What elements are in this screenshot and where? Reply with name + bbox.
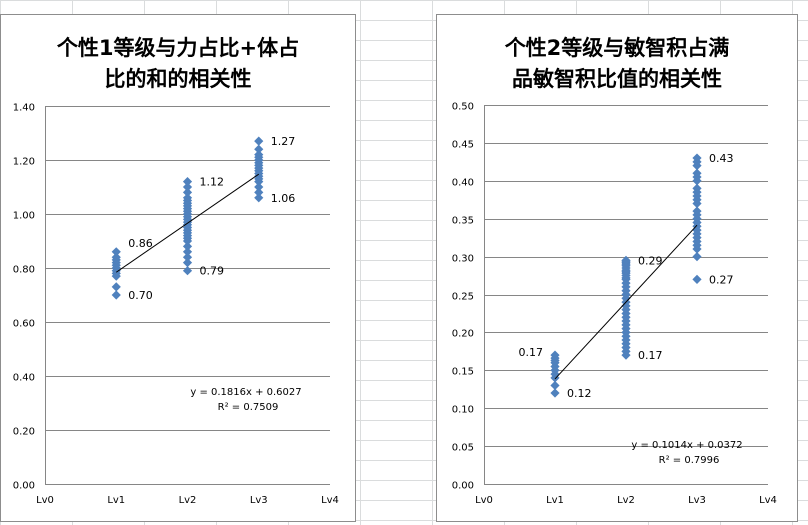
trendline-equation: y = 0.1816x + 0.6027	[190, 387, 301, 398]
data-point	[621, 255, 631, 265]
data-point	[111, 252, 121, 262]
y-tick-label: 0.10	[452, 405, 474, 416]
x-tick-label: Lv4	[759, 495, 777, 506]
y-tick-label: 0.15	[452, 367, 474, 378]
data-point	[182, 252, 193, 262]
trendline	[115, 173, 260, 273]
trendline-r-squared: R² = 0.7996	[659, 455, 720, 466]
chart-title-line-2: 比的和的相关性	[104, 67, 252, 91]
x-tick-label: Lv2	[179, 495, 197, 506]
y-tick-label: 0.00	[452, 481, 474, 492]
data-point	[182, 177, 193, 187]
data-label: 1.27	[271, 135, 296, 148]
data-label: 0.43	[709, 152, 734, 165]
data-label: 0.70	[128, 289, 153, 302]
y-tick-label: 0.35	[452, 216, 474, 227]
chart-left[interactable]: 个性1等级与力占比+体占 比的和的相关性 0.00 0.20 0.40 0.60 0.8…	[0, 14, 356, 522]
data-point	[692, 206, 702, 216]
data-label: 1.06	[271, 192, 296, 205]
y-tick-label: 0.50	[452, 102, 474, 113]
data-point	[550, 380, 560, 391]
chart-title: 个性1等级与力占比+体占 比的和的相关性	[1, 33, 355, 95]
data-point	[550, 388, 560, 398]
x-tick-label: Lv2	[617, 495, 635, 506]
data-point	[692, 168, 702, 178]
data-point	[254, 144, 264, 154]
data-label: 0.17	[638, 349, 663, 362]
y-tick-label: 1.40	[13, 103, 35, 114]
data-point	[111, 290, 121, 300]
y-tick-label: 0.40	[452, 178, 474, 189]
x-tick-label: Lv1	[107, 495, 125, 506]
chart-plot-left: 0.00 0.20 0.40 0.60 0.80 1.00 1.20 1.40 Lv0 Lv1 Lv…	[13, 103, 339, 507]
data-point	[182, 193, 193, 203]
x-tick-label: Lv4	[321, 495, 339, 506]
data-label: 0.12	[567, 387, 592, 400]
chart-title: 个性2等级与敏智积占满 品敏智积比值的相关性	[437, 33, 797, 95]
trendline-equation: y = 0.1014x + 0.0372	[631, 440, 742, 451]
chart-title-line-1: 个性1等级与力占比+体占	[56, 36, 300, 60]
x-tick-label: Lv3	[250, 495, 268, 506]
y-tick-label: 0.25	[452, 292, 474, 303]
data-point	[692, 183, 702, 193]
chart-plot-right: 0.00 0.05 0.10 0.15 0.20 0.25 0.30 0.35 0.40 0.45…	[452, 102, 777, 507]
data-label: 0.86	[128, 237, 153, 250]
y-tick-label: 0.30	[452, 254, 474, 265]
data-point	[254, 136, 264, 146]
y-tick-label: 0.20	[13, 427, 35, 438]
y-tick-label: 0.40	[13, 373, 35, 384]
data-point	[254, 187, 264, 197]
data-point	[254, 193, 264, 203]
y-tick-label: 0.05	[452, 443, 474, 454]
data-point	[182, 241, 193, 251]
x-tick-label: Lv1	[546, 495, 564, 506]
data-label: 0.29	[638, 254, 663, 267]
data-point	[182, 247, 193, 257]
data-point	[182, 266, 193, 276]
chart-title-line-2: 品敏智积比值的相关性	[512, 67, 722, 91]
y-tick-label: 1.20	[13, 157, 35, 168]
x-tick-label: Lv0	[475, 495, 493, 506]
data-point	[111, 247, 121, 257]
y-tick-label: 0.20	[452, 329, 474, 340]
data-point	[254, 182, 264, 192]
data-label: 0.79	[200, 265, 225, 278]
y-tick-label: 0.60	[13, 319, 35, 330]
data-point	[550, 350, 560, 360]
data-label: 0.27	[709, 273, 734, 286]
data-point	[692, 274, 702, 284]
data-point	[111, 282, 121, 292]
data-label: 0.17	[519, 346, 544, 359]
y-tick-label: 0.80	[13, 265, 35, 276]
data-point	[254, 150, 264, 160]
trendline-r-squared: R² = 0.7509	[218, 402, 279, 413]
y-tick-label: 1.00	[13, 211, 35, 222]
y-tick-label: 0.00	[13, 481, 35, 492]
data-point	[692, 153, 702, 163]
chart-title-line-1: 个性2等级与敏智积占满	[504, 36, 730, 60]
chart-right[interactable]: 个性2等级与敏智积占满 品敏智积比值的相关性 0.00 0.05 0.10 0.15 0…	[436, 14, 798, 522]
x-tick-label: Lv3	[688, 495, 706, 506]
y-tick-label: 0.45	[452, 140, 474, 151]
data-label: 1.12	[200, 176, 225, 189]
trendline	[554, 224, 698, 380]
data-point	[182, 182, 193, 192]
x-tick-label: Lv0	[36, 495, 54, 506]
data-point	[182, 187, 193, 197]
